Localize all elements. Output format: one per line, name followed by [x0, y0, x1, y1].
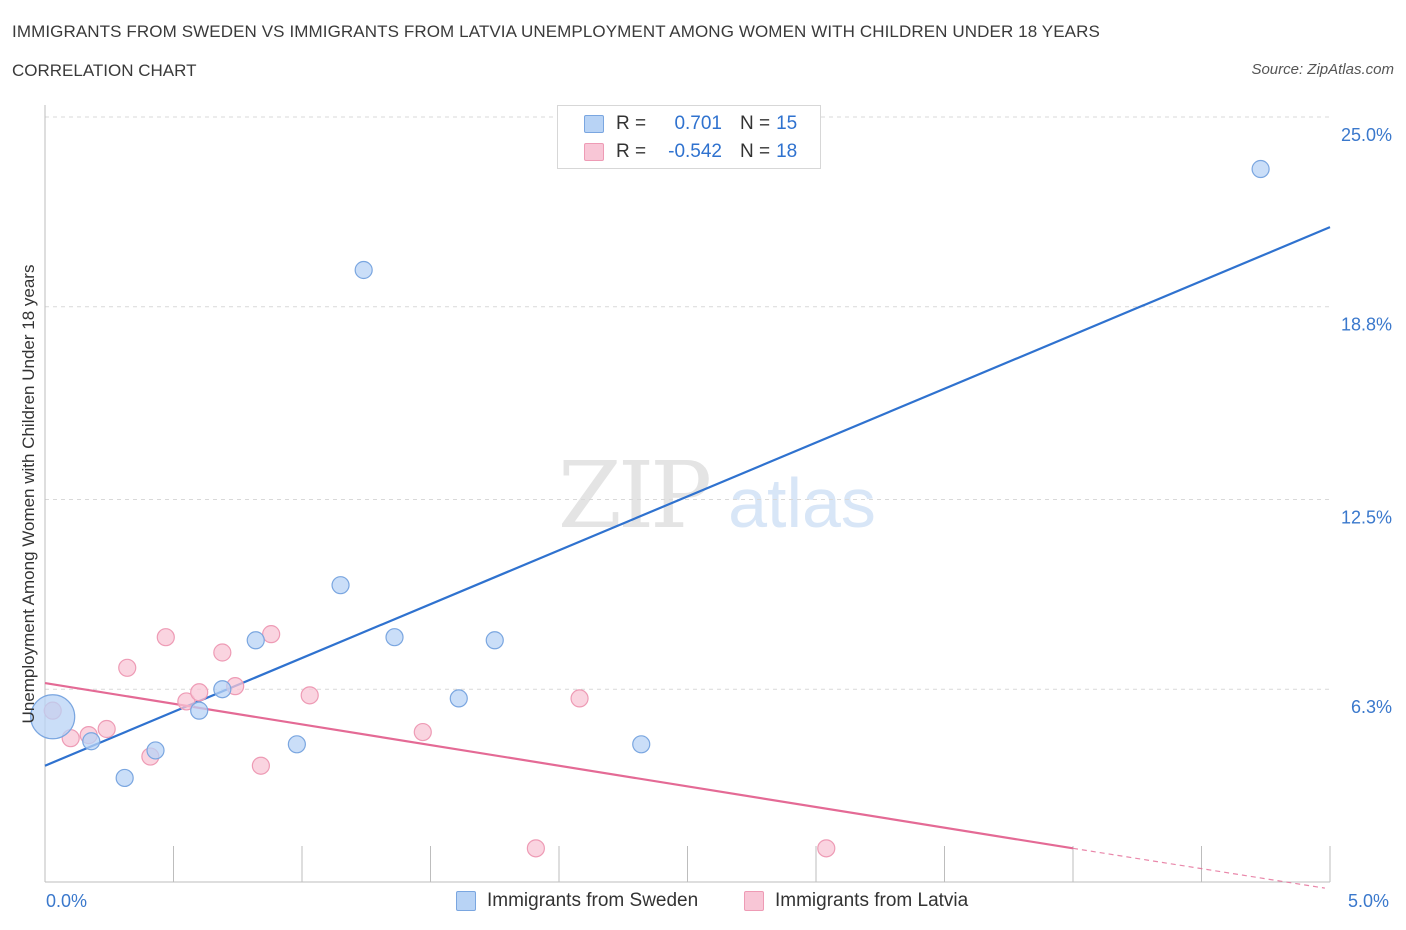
- legend-n-label: N =: [740, 141, 771, 162]
- legend-swatch-latvia: [584, 143, 604, 161]
- legend-row-sweden: R = 0.701 N = 15: [584, 111, 797, 137]
- legend-n-label: N =: [740, 113, 771, 134]
- point-sweden: [449, 689, 468, 708]
- point-sweden: [331, 576, 350, 595]
- legend-n-value-latvia: 18: [776, 141, 798, 162]
- point-latvia: [177, 692, 196, 711]
- series-legend-latvia[interactable]: Immigrants from Latvia: [744, 890, 968, 912]
- point-latvia: [118, 658, 137, 677]
- point-latvia: [817, 839, 836, 858]
- y-tick-label: 25.0%: [1341, 125, 1392, 145]
- y-tick-label: 12.5%: [1341, 508, 1392, 528]
- point-latvia: [413, 722, 432, 742]
- legend-n-value-sweden: 15: [776, 113, 798, 134]
- x-tick-label-max: 5.0%: [1348, 891, 1390, 911]
- trend-line-latvia: [44, 682, 1074, 850]
- gridlines: [45, 116, 1330, 690]
- trend-line-sweden: [44, 226, 1331, 767]
- point-latvia: [190, 683, 209, 702]
- point-sweden: [30, 694, 76, 740]
- legend-swatch-sweden: [584, 115, 604, 133]
- y-tick-label: 6.3%: [1351, 697, 1392, 717]
- point-latvia: [526, 839, 545, 858]
- series-legend-sweden[interactable]: Immigrants from Sweden: [456, 890, 698, 912]
- point-sweden: [354, 260, 373, 280]
- point-latvia: [570, 689, 589, 708]
- point-sweden: [246, 631, 265, 650]
- series-name-latvia: Immigrants from Latvia: [775, 890, 969, 911]
- point-latvia: [97, 719, 116, 739]
- point-sweden: [1251, 159, 1270, 179]
- trend-line-latvia-extension: [1072, 847, 1325, 889]
- y-axis-label: Unemployment Among Women with Children U…: [19, 265, 38, 724]
- axes: [44, 105, 1331, 883]
- point-latvia: [251, 756, 270, 775]
- watermark-atlas: atlas: [728, 464, 876, 542]
- point-sweden: [485, 631, 504, 650]
- point-latvia: [300, 686, 319, 705]
- trend-lines: [44, 226, 1331, 889]
- point-sweden: [385, 628, 404, 647]
- series-swatch-sweden: [456, 891, 476, 911]
- chart-subtitle: CORRELATION CHART: [12, 61, 197, 80]
- point-sweden: [190, 701, 209, 720]
- watermark-zip: ZIP: [558, 442, 709, 549]
- x-tick-label-min: 0.0%: [46, 891, 88, 911]
- source-label: Source: ZipAtlas.com: [1251, 61, 1394, 78]
- correlation-legend: R = 0.701 N = 15 R = -0.542 N = 18: [557, 105, 821, 169]
- point-sweden: [632, 735, 651, 754]
- point-latvia: [156, 628, 175, 647]
- point-sweden: [287, 735, 306, 754]
- point-latvia: [262, 625, 281, 644]
- legend-r-value-latvia: -0.542: [668, 141, 722, 162]
- watermark: ZIP atlas: [558, 442, 876, 549]
- data-points: [30, 159, 1270, 858]
- chart-title: IMMIGRANTS FROM SWEDEN VS IMMIGRANTS FRO…: [12, 22, 1100, 41]
- point-sweden: [146, 741, 165, 760]
- y-tick-label: 18.8%: [1341, 315, 1392, 335]
- point-sweden: [213, 680, 232, 699]
- legend-r-label: R =: [616, 141, 647, 162]
- legend-r-value-sweden: 0.701: [674, 113, 722, 134]
- y-tick-labels: 6.3% 12.5% 18.8% 25.0%: [1341, 125, 1392, 717]
- series-swatch-latvia: [744, 891, 764, 911]
- point-sweden: [115, 768, 134, 788]
- series-name-sweden: Immigrants from Sweden: [487, 890, 699, 911]
- legend-row-latvia: R = -0.542 N = 18: [584, 139, 797, 165]
- legend-r-label: R =: [616, 113, 647, 134]
- point-latvia: [213, 643, 232, 662]
- point-sweden: [82, 732, 101, 751]
